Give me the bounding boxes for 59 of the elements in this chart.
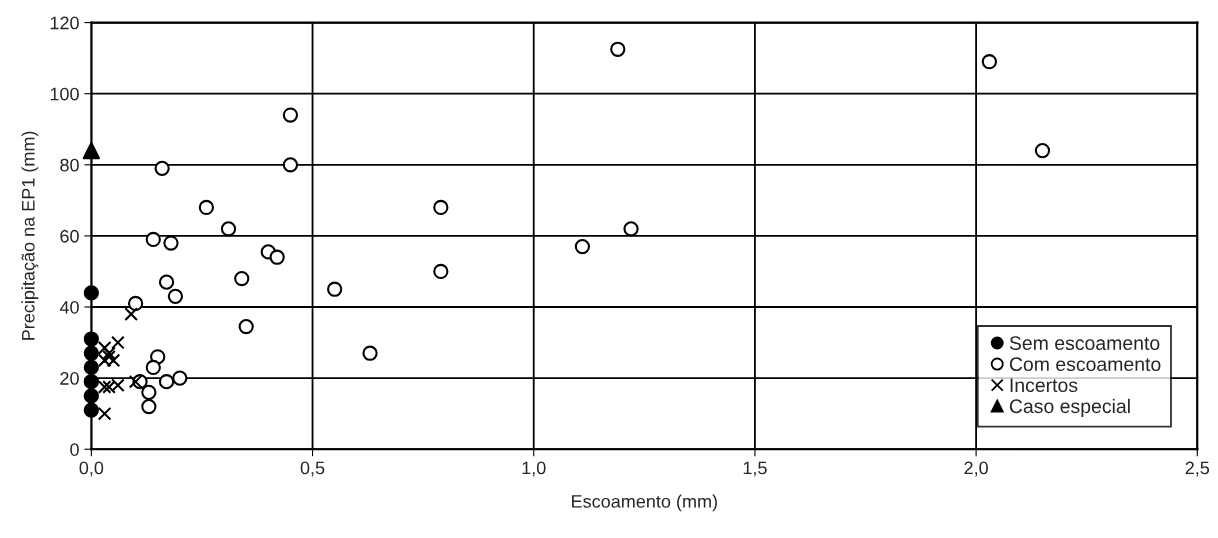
point: [234, 270, 250, 287]
point: [574, 238, 591, 255]
point: [83, 285, 99, 301]
legend-label: Caso especial: [1009, 398, 1130, 417]
point: [141, 398, 157, 415]
point: [433, 199, 449, 216]
point: [141, 384, 157, 400]
legend-label: Com escoamento: [1009, 357, 1161, 372]
point: [83, 374, 99, 390]
y-tick-label: 80: [60, 158, 79, 172]
point: [83, 388, 99, 404]
point: [238, 318, 254, 335]
x-tick-label: 1,5: [743, 461, 767, 477]
point: [220, 221, 237, 237]
point: [282, 107, 299, 123]
point: [145, 231, 161, 248]
x-axis-title: Escoamento (mm): [572, 494, 717, 512]
point: [362, 345, 378, 361]
x-tick-label: 0,0: [79, 461, 104, 477]
x-tick-label: 0,5: [300, 461, 325, 477]
y-tick-label: 120: [50, 16, 79, 30]
point: [83, 331, 99, 347]
point: [128, 374, 143, 389]
point: [172, 370, 188, 386]
y-tick-label: 20: [60, 372, 79, 385]
point: [623, 221, 639, 237]
point: [124, 307, 139, 321]
point: [83, 345, 99, 361]
x-tick-label: 1,0: [522, 461, 546, 477]
y-tick-label: 0: [70, 443, 79, 456]
point: [163, 235, 179, 251]
point: [154, 160, 170, 176]
point: [198, 199, 214, 216]
point: [610, 41, 626, 57]
point: [97, 406, 112, 421]
point: [167, 288, 184, 304]
point: [111, 335, 125, 350]
legend-label: Sem escoamento: [1009, 336, 1160, 351]
point: [1034, 142, 1051, 159]
y-tick-label: 40: [59, 300, 79, 314]
point: [981, 54, 997, 70]
y-axis-title: Precipitação na EP1 (mm): [21, 131, 39, 340]
point: [282, 157, 299, 173]
x-tick-label: 2,5: [1185, 461, 1210, 477]
point: [83, 359, 99, 376]
point: [433, 263, 449, 280]
legend-label: Incertos: [1010, 378, 1078, 393]
point: [145, 359, 161, 376]
y-tick-label: 60: [60, 229, 79, 243]
point: [82, 141, 100, 160]
point: [327, 281, 343, 297]
point: [158, 274, 175, 290]
point: [83, 402, 99, 418]
y-tick-label: 100: [50, 87, 79, 101]
point: [269, 249, 285, 265]
point: [127, 295, 144, 312]
point: [97, 341, 112, 355]
point: [158, 374, 175, 390]
x-tick-label: 2,0: [964, 461, 988, 477]
